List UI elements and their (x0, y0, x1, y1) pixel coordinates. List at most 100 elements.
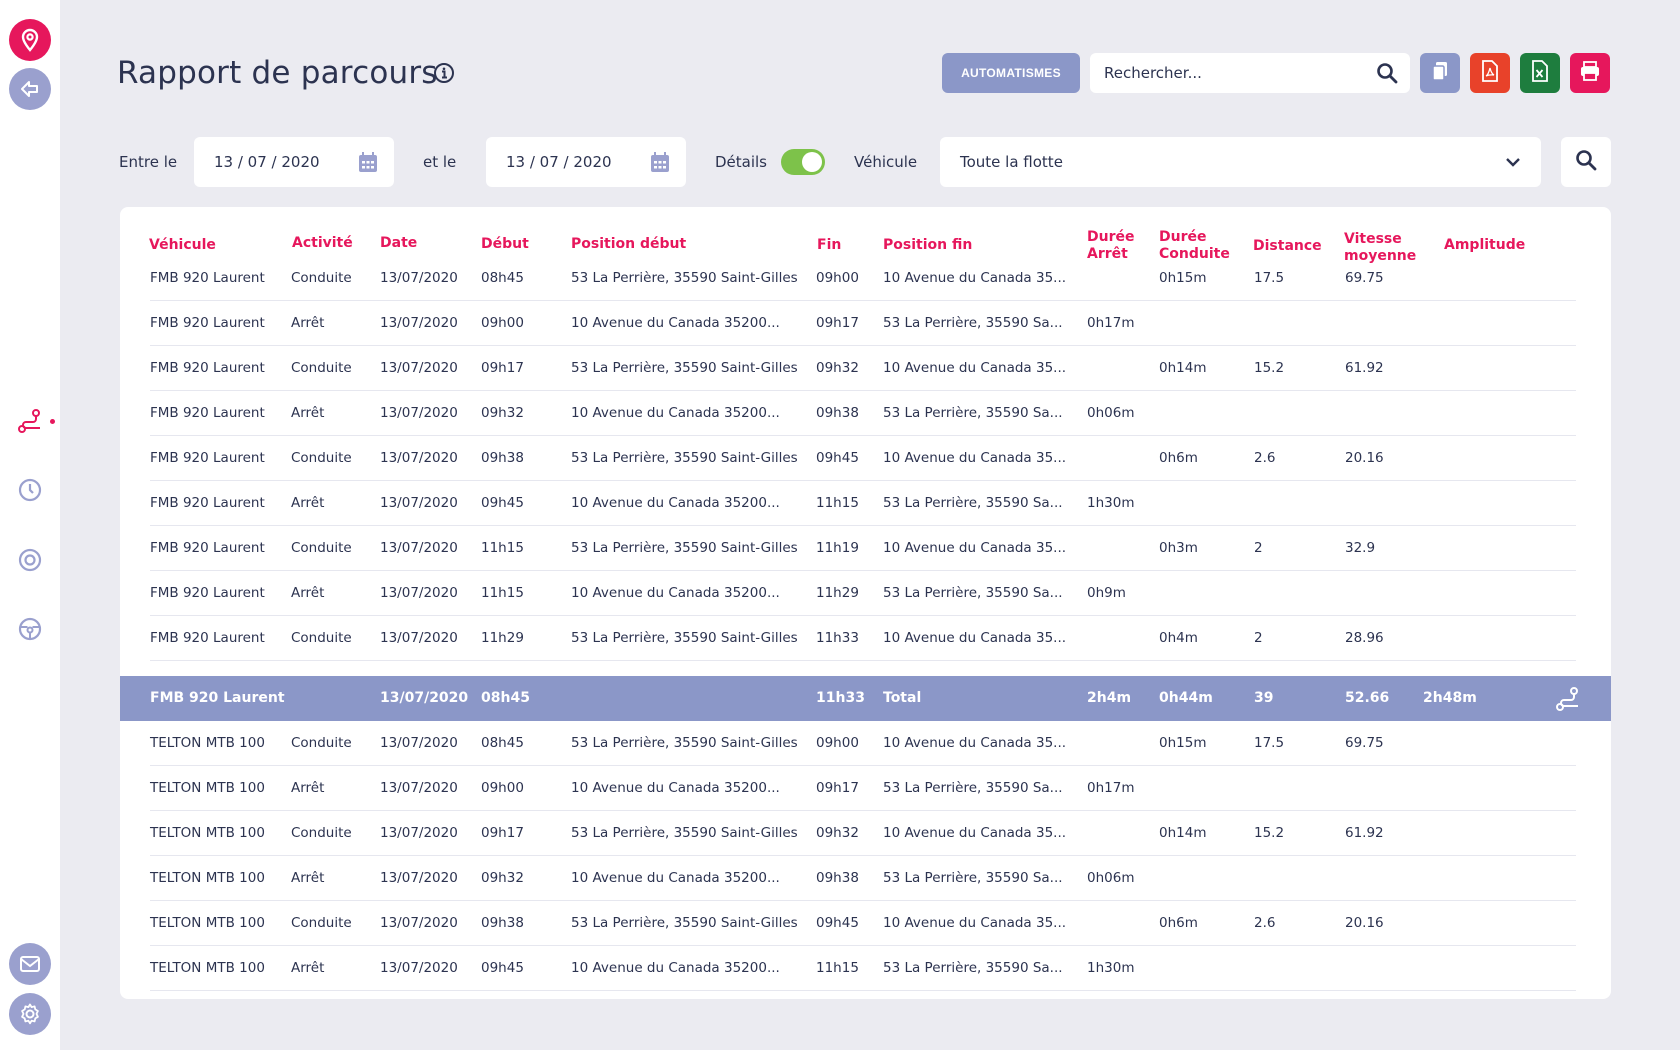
search-input[interactable] (1104, 64, 1374, 82)
cell-duree-conduite: 0h15m (1159, 735, 1207, 751)
cell-position-debut: 53 La Perrière, 35590 Saint-Gilles (571, 825, 798, 841)
route-icon[interactable] (14, 405, 46, 437)
apply-filter-button[interactable] (1561, 137, 1611, 187)
cell-date: 13/07/2020 (380, 630, 458, 646)
cell-activite: Arrêt (291, 780, 325, 796)
cell-duree-conduite: 0h6m (1159, 450, 1198, 466)
route-icon[interactable] (1554, 685, 1582, 713)
calendar-icon[interactable] (358, 151, 378, 173)
header-duree-arret-line2: Arrêt (1087, 246, 1128, 262)
start-date-value: 13 / 07 / 2020 (214, 153, 320, 171)
search-box (1090, 53, 1410, 93)
cell-vehicule: FMB 920 Laurent (150, 630, 265, 646)
vehicle-select-value: Toute la flotte (960, 153, 1063, 171)
cell-duree-arret: 0h06m (1087, 405, 1135, 421)
report-table: Véhicule Activité Date Début Position dé… (120, 207, 1611, 999)
target-icon[interactable] (14, 544, 46, 576)
copy-button[interactable] (1420, 53, 1460, 93)
search-icon[interactable] (1376, 62, 1398, 84)
header-date[interactable]: Date (380, 235, 418, 251)
cell-position-fin: 53 La Perrière, 35590 Sa... (883, 870, 1063, 886)
info-icon[interactable] (433, 62, 455, 84)
cell-duree-conduite: 0h14m (1159, 360, 1207, 376)
table-row[interactable]: FMB 920 Laurent Conduite 13/07/2020 09h38 53… (150, 436, 1576, 481)
mail-icon[interactable] (9, 943, 51, 985)
header-duree-conduite[interactable]: Durée Conduite (1159, 229, 1230, 263)
cell-vitesse: 61.92 (1345, 825, 1384, 841)
cell-activite: Conduite (291, 630, 352, 646)
cell-date: 13/07/2020 (380, 450, 458, 466)
gear-icon[interactable] (9, 993, 51, 1035)
cell-date: 13/07/2020 (380, 915, 458, 931)
total-amplitude: 2h48m (1423, 690, 1477, 706)
cell-position-fin: 10 Avenue du Canada 35... (883, 630, 1067, 646)
print-icon (1579, 60, 1601, 86)
vehicle-label: Véhicule (854, 153, 918, 171)
table-row[interactable]: FMB 920 Laurent Arrêt 13/07/2020 11h15 10 Av… (150, 571, 1576, 616)
cell-date: 13/07/2020 (380, 495, 458, 511)
cell-debut: 11h15 (481, 540, 524, 556)
table-row[interactable]: FMB 920 Laurent Conduite 13/07/2020 08h45 53… (150, 256, 1576, 301)
header-vitesse-moyenne[interactable]: Vitesse moyenne (1344, 231, 1416, 265)
cell-debut: 08h45 (481, 270, 524, 286)
pdf-export-button[interactable] (1470, 53, 1510, 93)
print-button[interactable] (1570, 53, 1610, 93)
cell-duree-conduite: 0h14m (1159, 825, 1207, 841)
automatismes-button[interactable]: AUTOMATISMES (942, 53, 1080, 93)
header-position-debut[interactable]: Position début (571, 236, 687, 252)
start-date-field[interactable]: 13 / 07 / 2020 (194, 137, 394, 187)
cell-vitesse: 61.92 (1345, 360, 1384, 376)
cell-vehicule: FMB 920 Laurent (150, 405, 265, 421)
total-row[interactable]: FMB 920 Laurent 13/07/2020 08h45 11h33 T… (120, 676, 1611, 721)
cell-vehicule: TELTON MTB 100 (150, 960, 265, 976)
table-row[interactable]: TELTON MTB 100 Arrêt 13/07/2020 09h45 10 Ave… (150, 946, 1576, 991)
table-row[interactable]: TELTON MTB 100 Arrêt 13/07/2020 09h00 10 Ave… (150, 766, 1576, 811)
cell-duree-arret: 1h30m (1087, 960, 1135, 976)
header-vitesse-line2: moyenne (1344, 248, 1417, 264)
excel-export-button[interactable] (1520, 53, 1560, 93)
cell-date: 13/07/2020 (380, 825, 458, 841)
table-row[interactable]: FMB 920 Laurent Arrêt 13/07/2020 09h00 10 Av… (150, 301, 1576, 346)
cell-date: 13/07/2020 (380, 780, 458, 796)
header-fin[interactable]: Fin (817, 237, 842, 253)
table-row[interactable]: TELTON MTB 100 Conduite 13/07/2020 09h17 53 … (150, 811, 1576, 856)
sidebar (0, 0, 60, 1050)
table-row[interactable]: TELTON MTB 100 Conduite 13/07/2020 09h38 53 … (150, 901, 1576, 946)
end-date-value: 13 / 07 / 2020 (506, 153, 612, 171)
cell-fin: 11h19 (816, 540, 859, 556)
table-row[interactable]: TELTON MTB 100 Arrêt 13/07/2020 09h32 10 Ave… (150, 856, 1576, 901)
cell-position-fin: 53 La Perrière, 35590 Sa... (883, 315, 1063, 331)
steering-wheel-icon[interactable] (14, 613, 46, 645)
table-row[interactable]: TELTON MTB 100 Conduite 13/07/2020 08h45 53 … (150, 721, 1576, 766)
header-amplitude[interactable]: Amplitude (1444, 237, 1526, 253)
table-row[interactable]: FMB 920 Laurent Conduite 13/07/2020 11h29 53… (150, 616, 1576, 661)
table-row[interactable]: FMB 920 Laurent Conduite 13/07/2020 11h15 53… (150, 526, 1576, 571)
cell-fin: 09h17 (816, 780, 859, 796)
header-vehicule[interactable]: Véhicule (149, 237, 216, 253)
cell-activite: Arrêt (291, 960, 325, 976)
cell-fin: 09h45 (816, 450, 859, 466)
cell-position-debut: 10 Avenue du Canada 35200... (571, 405, 780, 421)
arrow-left-icon[interactable] (9, 68, 51, 110)
header-debut[interactable]: Début (481, 236, 529, 252)
end-date-field[interactable]: 13 / 07 / 2020 (486, 137, 686, 187)
details-toggle[interactable] (781, 149, 825, 175)
total-vitesse: 52.66 (1345, 690, 1390, 706)
clock-icon[interactable] (14, 474, 46, 506)
vehicle-select[interactable]: Toute la flotte (940, 137, 1541, 187)
header-activite[interactable]: Activité (292, 235, 353, 251)
cell-debut: 09h45 (481, 960, 524, 976)
cell-distance: 2 (1254, 540, 1263, 556)
cell-date: 13/07/2020 (380, 270, 458, 286)
header-duree-arret[interactable]: Durée Arrêt (1087, 229, 1134, 263)
calendar-icon[interactable] (650, 151, 670, 173)
map-pin-icon[interactable] (9, 19, 51, 61)
cell-position-fin: 53 La Perrière, 35590 Sa... (883, 585, 1063, 601)
active-indicator (50, 419, 55, 424)
header-distance[interactable]: Distance (1253, 238, 1322, 254)
table-row[interactable]: FMB 920 Laurent Conduite 13/07/2020 09h17 53… (150, 346, 1576, 391)
header-position-fin[interactable]: Position fin (883, 237, 973, 253)
excel-icon (1531, 60, 1549, 86)
table-row[interactable]: FMB 920 Laurent Arrêt 13/07/2020 09h32 10 Av… (150, 391, 1576, 436)
table-row[interactable]: FMB 920 Laurent Arrêt 13/07/2020 09h45 10 Av… (150, 481, 1576, 526)
